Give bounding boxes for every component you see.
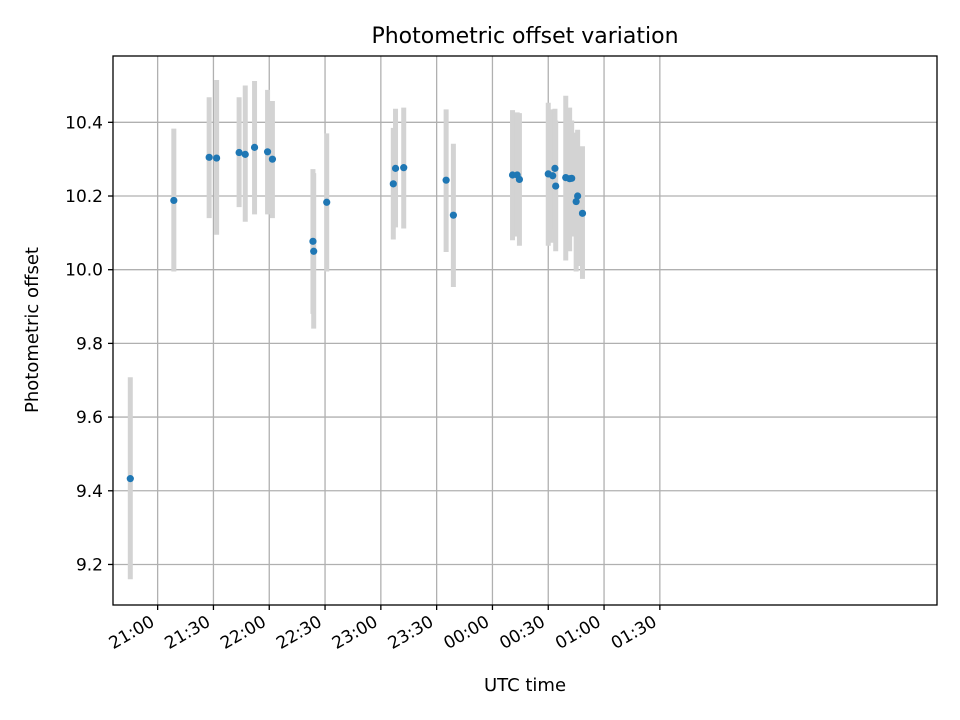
data-point <box>515 175 524 184</box>
y-tick-label: 10.0 <box>65 261 103 281</box>
data-point <box>263 148 272 156</box>
plot-frame <box>112 55 938 606</box>
data-point <box>549 172 557 180</box>
y-tick-label: 9.4 <box>76 482 103 502</box>
data-point <box>578 209 587 217</box>
data-point <box>309 237 317 245</box>
y-tick-label: 9.8 <box>76 334 103 354</box>
data-point <box>310 247 318 255</box>
grid <box>113 56 937 605</box>
data-point <box>323 198 331 206</box>
data-point <box>250 143 259 151</box>
data-point <box>170 196 178 205</box>
y-tick-label: 10.4 <box>65 113 103 133</box>
data-point <box>572 197 580 206</box>
data-point <box>442 176 450 184</box>
data-point <box>268 155 277 163</box>
data-point <box>205 153 213 161</box>
data-point <box>389 180 397 188</box>
y-axis-label: Photometric offset <box>22 247 43 413</box>
y-axis-ticks: 9.2 9.4 9.6 9.8 10.0 10.2 10.4 <box>65 113 113 575</box>
data-point <box>552 182 560 190</box>
data-point <box>241 150 249 158</box>
x-axis-label: UTC time <box>484 675 566 696</box>
data-point <box>400 164 408 172</box>
data-points <box>126 143 587 483</box>
data-point <box>551 164 559 172</box>
y-tick-label: 9.6 <box>76 408 103 428</box>
y-tick-label: 9.2 <box>76 555 103 575</box>
chart-title: Photometric offset variation <box>371 24 678 49</box>
data-point <box>126 475 134 483</box>
data-point <box>391 164 400 172</box>
data-point <box>213 154 221 162</box>
y-tick-label: 10.2 <box>65 187 103 207</box>
data-point <box>235 148 243 157</box>
data-point <box>449 211 457 219</box>
data-point <box>568 174 576 182</box>
data-point <box>574 192 582 200</box>
